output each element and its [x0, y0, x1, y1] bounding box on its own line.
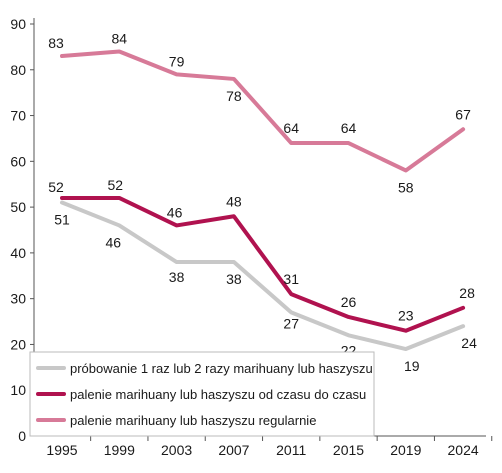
data-label: 64: [283, 120, 299, 136]
data-label: 84: [112, 30, 128, 46]
data-label: 28: [459, 285, 475, 301]
data-label: 79: [169, 53, 185, 69]
y-tick-label: 80: [10, 62, 26, 78]
data-label: 46: [167, 204, 183, 220]
data-label: 38: [226, 271, 242, 287]
data-label: 52: [108, 177, 124, 193]
legend-box: [29, 351, 375, 437]
data-label: 19: [404, 358, 420, 374]
series-line: [60, 195, 466, 333]
y-tick-label: 90: [10, 16, 26, 32]
x-tick-label: 2015: [333, 442, 364, 458]
y-tick-label: 30: [10, 291, 26, 307]
legend-label: próbowanie 1 raz lub 2 razy marihuany lu…: [70, 361, 373, 376]
y-tick-label: 0: [18, 428, 26, 444]
data-label: 51: [54, 212, 70, 228]
y-tick-label: 20: [10, 336, 26, 352]
data-label: 24: [461, 335, 477, 351]
x-tick-label: 2011: [276, 442, 306, 458]
y-tick-label: 60: [10, 153, 26, 169]
x-tick-label: 2007: [218, 442, 249, 458]
y-tick-label: 70: [10, 108, 26, 124]
data-label: 64: [341, 120, 357, 136]
x-tick-label: 1995: [46, 442, 77, 458]
y-tick-label: 40: [10, 245, 26, 261]
data-label: 78: [226, 88, 242, 104]
data-label: 26: [341, 294, 357, 310]
x-tick-label: 1999: [104, 442, 135, 458]
data-label: 48: [226, 193, 242, 209]
x-tick-label: 2003: [161, 442, 192, 458]
x-tick-label: 2019: [390, 442, 421, 458]
data-label: 46: [106, 234, 122, 250]
legend-label: palenie marihuany lub haszyszu regularni…: [70, 413, 316, 428]
data-label: 83: [48, 35, 64, 51]
data-label: 23: [398, 308, 414, 324]
data-label: 52: [48, 179, 64, 195]
legend: próbowanie 1 raz lub 2 razy marihuany lu…: [29, 351, 375, 437]
series-line: [60, 49, 466, 173]
series-line: [60, 200, 466, 352]
legend-label: palenie marihuany lub haszyszu od czasu …: [70, 387, 366, 402]
data-label: 31: [283, 271, 299, 287]
data-label: 67: [455, 106, 471, 122]
y-tick-label: 50: [10, 199, 26, 215]
y-tick-label: 10: [10, 382, 26, 398]
x-tick-label: 2024: [448, 442, 479, 458]
data-label: 38: [169, 269, 185, 285]
data-label: 58: [398, 179, 414, 195]
data-label: 27: [283, 315, 299, 331]
